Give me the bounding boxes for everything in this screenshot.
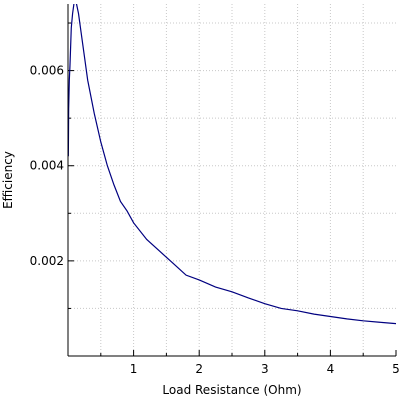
x-tick-label: 3 <box>261 362 269 376</box>
x-tick-label: 1 <box>130 362 138 376</box>
plot-area <box>68 4 396 356</box>
x-axis-title: Load Resistance (Ohm) <box>162 383 301 397</box>
y-tick-label: 0.002 <box>30 254 64 268</box>
x-tick-label: 4 <box>327 362 335 376</box>
y-axis-title: Efficiency <box>1 151 15 209</box>
x-tick-label: 5 <box>392 362 400 376</box>
efficiency-series-line <box>68 4 396 325</box>
y-tick-label: 0.006 <box>30 64 64 78</box>
gridlines <box>68 4 396 356</box>
y-tick-label: 0.004 <box>30 159 64 173</box>
x-tick-labels: 1 2 3 4 5 <box>130 362 400 376</box>
y-tick-labels: 0.002 0.004 0.006 <box>30 64 64 268</box>
x-tick-label: 2 <box>195 362 203 376</box>
